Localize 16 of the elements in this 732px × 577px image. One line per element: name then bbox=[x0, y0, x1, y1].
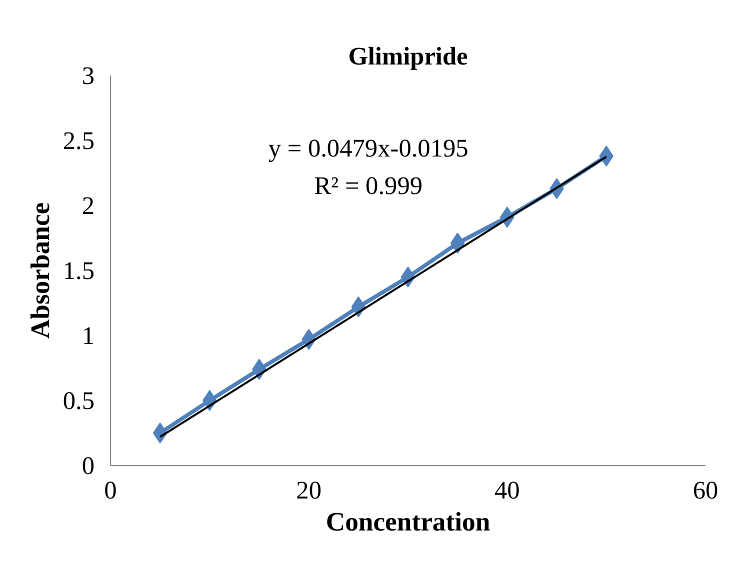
x-tick-label: 20 bbox=[296, 476, 322, 504]
y-axis-title: Absorbance bbox=[24, 202, 55, 339]
x-tick-label: 40 bbox=[494, 476, 520, 504]
x-tick-label: 0 bbox=[104, 476, 117, 504]
y-tick-label: 1 bbox=[82, 322, 95, 350]
chart-title: Glimipride bbox=[348, 42, 468, 70]
annotation: R² = 0.999 bbox=[314, 172, 423, 200]
x-tick-label: 60 bbox=[692, 476, 718, 504]
y-tick-label: 0 bbox=[82, 452, 95, 480]
y-tick-label: 1.5 bbox=[62, 257, 95, 285]
y-tick-label: 2 bbox=[82, 192, 95, 220]
y-tick-label: 2.5 bbox=[62, 127, 95, 155]
x-axis-title: Concentration bbox=[326, 506, 490, 536]
annotation: y = 0.0479x-0.0195 bbox=[268, 134, 468, 162]
y-tick-label: 3 bbox=[82, 62, 95, 90]
y-tick-label: 0.5 bbox=[62, 387, 95, 415]
